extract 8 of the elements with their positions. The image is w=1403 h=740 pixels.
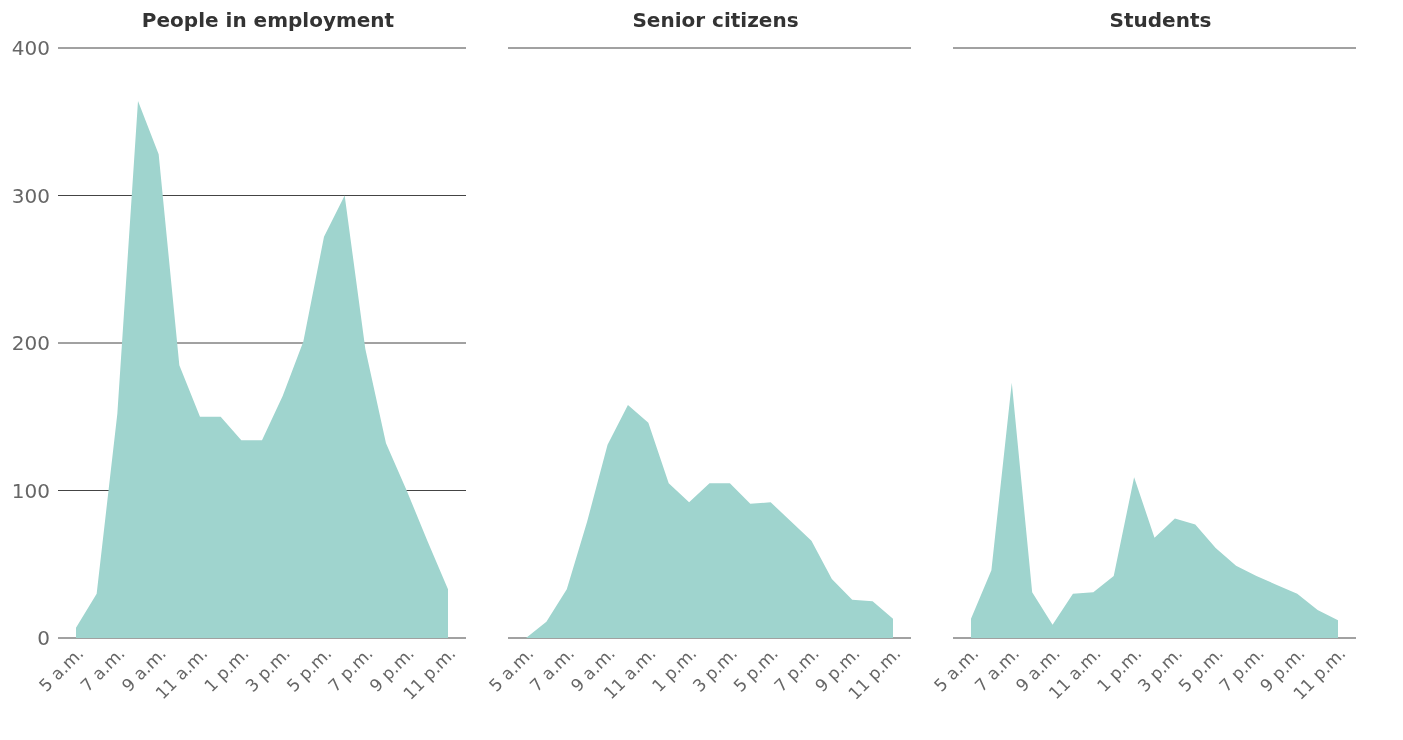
y-tick-label: 400 [11,36,50,61]
chart-title: Senior citizens [631,8,800,34]
chart-title: People in employment [140,8,396,34]
y-tick-label: 200 [11,331,50,356]
y-tick-label: 300 [11,183,50,208]
y-tick-label: 0 [37,626,50,651]
y-tick-label: 100 [11,478,50,503]
chart-title: Students [1108,8,1213,34]
